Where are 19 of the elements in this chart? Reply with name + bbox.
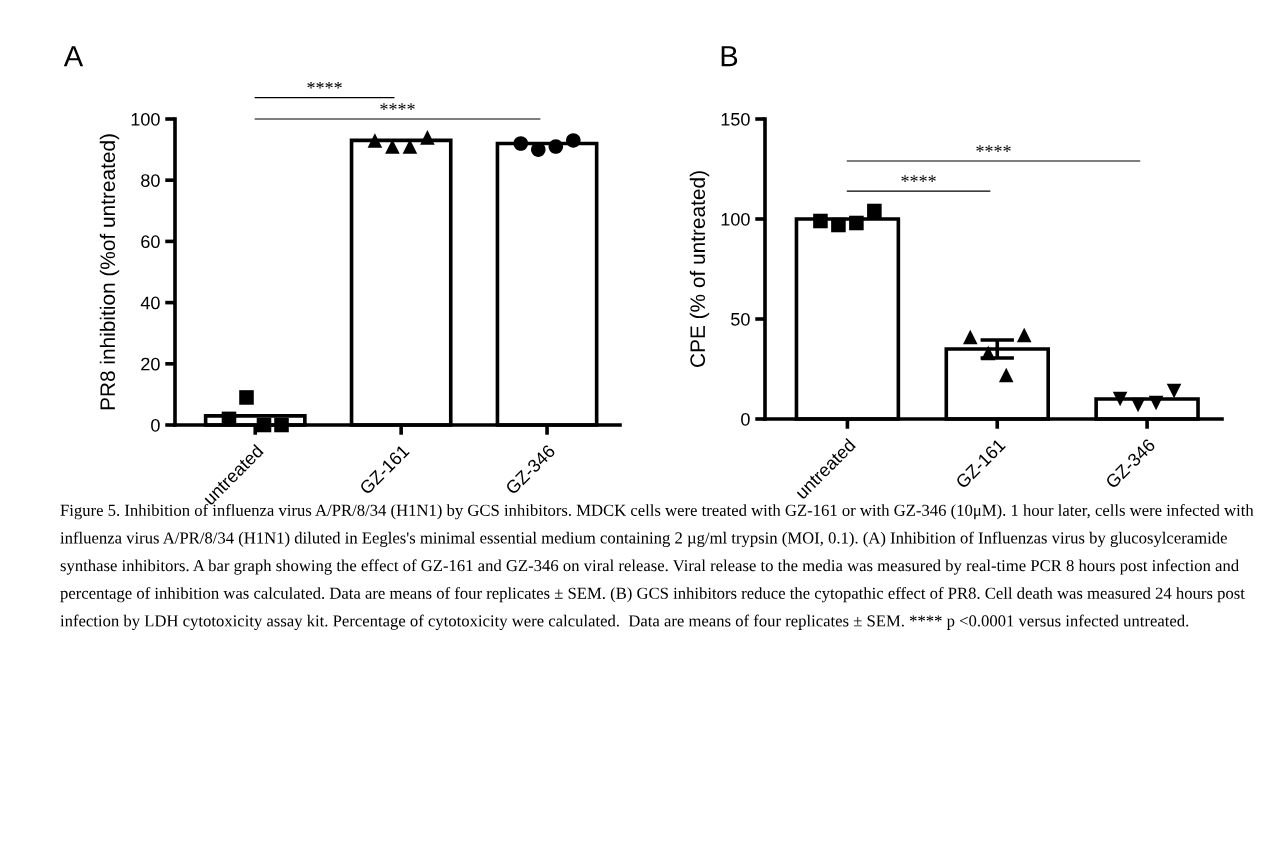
- y-tick-label: 150: [721, 112, 750, 126]
- annotation: ****: [901, 175, 936, 182]
- y-tick-label: 60: [141, 235, 160, 249]
- annotation: ****: [976, 145, 1011, 152]
- y-tick-label: 40: [140, 296, 160, 310]
- y-tick-label: 100: [721, 212, 750, 226]
- chart-title: A: [63, 46, 84, 67]
- y-tick-label: 80: [141, 174, 160, 187]
- y-tick-label: 50: [731, 312, 750, 326]
- chart-title: B: [721, 46, 738, 67]
- y-tick-label: 0: [741, 412, 750, 426]
- y-axis-title: PR8 inhibition (%of untreated): [99, 134, 120, 410]
- caption: Figure 5. Inhibition of influenza virus A/PR/8/34 (H1N1) by GCS inhibitors. MDCK cells were treated with GZ-161 or with GZ-346 (10μM). 1 hour later, cells were infected with influenza virus A/PR/8/34 (H1N1) diluted in Eegles's minimal essential medium containing 2 µg/ml trypsin (MOI, 0.1). (A) Inhibition of Influenzas virus by glucosylceramide synthase inhibitors. A bar graph showing the effect of GZ-161 and GZ-346 on viral release. Viral release to the media was measured by real-time PCR 8 hours post infection and percentage of inhibition was calculated. Data are means of four replicates ± SEM. (B) GCS inhibitors reduce the cytopathic effect of PR8. Cell death was measured 24 hours post infection by LDH cytotoxicity assay kit. Percentage of cytotoxicity were calculated. Data are means of four replicates ± SEM. **** p <0.0001 versus infected untreated.: [60, 504, 1254, 630]
- y-axis-title: CPE (% of untreated): [689, 171, 710, 367]
- y-tick-label: 100: [131, 112, 160, 126]
- y-tick-label: 0: [151, 418, 160, 432]
- text: ****: [380, 103, 415, 110]
- text: ****: [307, 81, 342, 89]
- y-tick-label: 20: [141, 357, 160, 371]
